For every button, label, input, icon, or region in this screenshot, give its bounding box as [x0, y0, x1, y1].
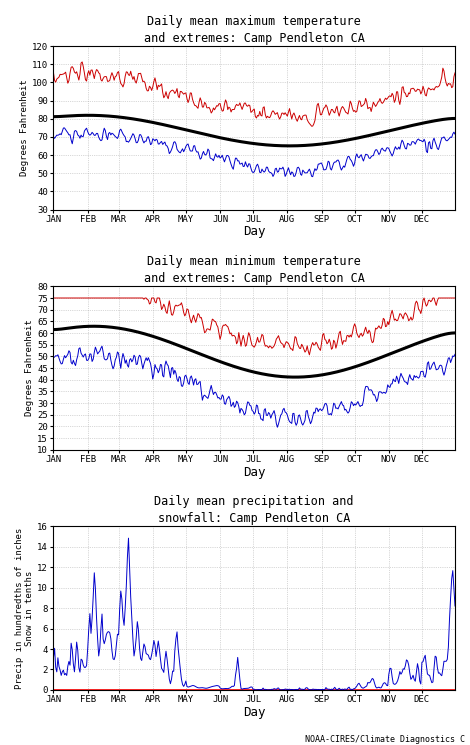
Title: Daily mean precipitation and
snowfall: Camp Pendleton CA: Daily mean precipitation and snowfall: C…	[155, 495, 354, 525]
Y-axis label: Degrees Fahrenheit: Degrees Fahrenheit	[20, 80, 29, 177]
X-axis label: Day: Day	[243, 226, 266, 238]
Y-axis label: Precip in hundredths of inches
Snow in tenths: Precip in hundredths of inches Snow in t…	[15, 527, 34, 689]
Title: Daily mean maximum temperature
and extremes: Camp Pendleton CA: Daily mean maximum temperature and extre…	[144, 15, 365, 45]
Y-axis label: Degrees Fahrenheit: Degrees Fahrenheit	[25, 320, 34, 416]
X-axis label: Day: Day	[243, 706, 266, 719]
Text: NOAA-CIRES/Climate Diagnostics C: NOAA-CIRES/Climate Diagnostics C	[306, 735, 465, 744]
Title: Daily mean minimum temperature
and extremes: Camp Pendleton CA: Daily mean minimum temperature and extre…	[144, 256, 365, 285]
X-axis label: Day: Day	[243, 466, 266, 478]
